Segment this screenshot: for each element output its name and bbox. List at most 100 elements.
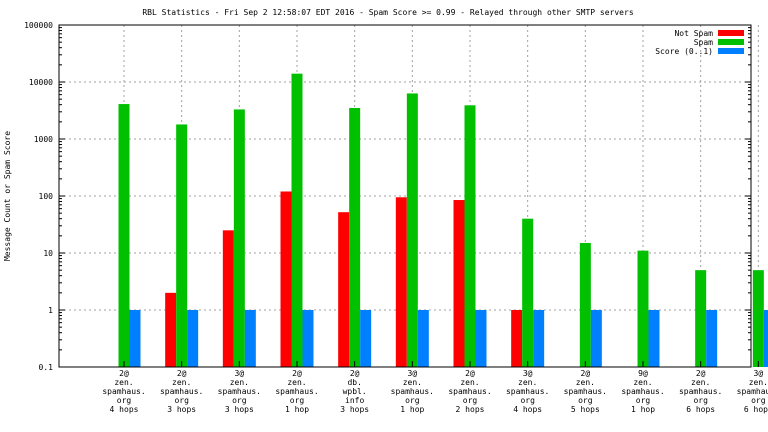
bar-1 xyxy=(637,250,649,367)
x-tick-label-line: 3 hops xyxy=(225,405,254,414)
x-tick-label-line: 4 hops xyxy=(110,405,139,414)
bar-1 xyxy=(695,270,707,367)
bar-0 xyxy=(280,191,292,367)
x-tick-label-line: spamhaus. xyxy=(391,387,434,396)
x-tick-label-line: spamhaus. xyxy=(275,387,318,396)
x-tick-label-line: zen. xyxy=(749,378,768,387)
x-tick-label-line: 9@ xyxy=(638,369,648,378)
x-tick-label-line: zen. xyxy=(460,378,479,387)
x-tick-label-line: 6 hops xyxy=(744,405,768,414)
x-tick-label-line: spamhaus. xyxy=(448,387,491,396)
legend-swatch xyxy=(718,39,744,45)
bar-2 xyxy=(360,310,372,367)
x-tick-label-line: zen. xyxy=(576,378,595,387)
x-tick-label-line: 6 hops xyxy=(686,405,715,414)
x-tick-label-line: db. xyxy=(347,378,361,387)
y-tick-label: 100000 xyxy=(24,21,53,30)
y-tick-label: 10 xyxy=(43,249,53,258)
x-tick-label-line: org xyxy=(463,396,478,405)
x-tick-label-line: zen. xyxy=(230,378,249,387)
bar-2 xyxy=(475,310,487,367)
bar-1 xyxy=(176,124,188,368)
x-tick-label-line: spamhaus. xyxy=(102,387,145,396)
x-tick-label-line: zen. xyxy=(287,378,306,387)
x-tick-label-line: 2@ xyxy=(350,369,360,378)
x-tick-label-line: zen. xyxy=(172,378,191,387)
x-tick-label-line: 4 hops xyxy=(513,405,542,414)
x-tick-label-line: spamhaus. xyxy=(679,387,722,396)
bar-2 xyxy=(533,310,545,367)
x-tick-label-line: spamhaus. xyxy=(506,387,549,396)
x-tick-label-line: info xyxy=(345,396,364,405)
x-tick-label-line: org xyxy=(751,396,766,405)
x-tick-label-line: zen. xyxy=(403,378,422,387)
x-tick-label-line: org xyxy=(405,396,420,405)
x-tick-label-line: spamhaus. xyxy=(621,387,664,396)
y-tick-label: 1000 xyxy=(34,135,53,144)
x-tick-label-line: org xyxy=(693,396,708,405)
x-tick-label: 2@ zen. spamhaus. org 3 hops xyxy=(160,369,203,414)
bar-1 xyxy=(406,93,418,367)
bar-2 xyxy=(590,310,602,367)
x-tick-label-line: 2@ xyxy=(292,369,302,378)
y-axis-label: Message Count or Spam Score xyxy=(3,131,12,261)
x-tick-label: 2@ zen. spamhaus. org 2 hops xyxy=(448,369,491,414)
x-tick-label-line: 3 hops xyxy=(340,405,369,414)
x-tick-label: 2@ zen. spamhaus. org 4 hops xyxy=(102,369,145,414)
x-tick-label-line: wpbl. xyxy=(343,387,367,396)
x-tick-label-line: 5 hops xyxy=(571,405,600,414)
x-tick-label-line: 2@ xyxy=(465,369,475,378)
x-tick-label-line: spamhaus. xyxy=(218,387,261,396)
bar-2 xyxy=(129,310,141,367)
x-tick-label-line: 1 hop xyxy=(631,405,655,414)
x-tick-label: 2@ db. wpbl. info 3 hops xyxy=(340,369,369,414)
legend-label: Spam xyxy=(694,38,713,47)
x-tick-label-line: 3@ xyxy=(408,369,418,378)
x-tick-label: 2@ zen. spamhaus. org 6 hops xyxy=(679,369,722,414)
x-tick-label: 3@ zen. spamhaus. org 1 hop xyxy=(391,369,434,414)
bars xyxy=(118,73,768,368)
x-tick-label-line: 2@ xyxy=(581,369,591,378)
bar-1 xyxy=(233,109,245,367)
bar-1 xyxy=(579,242,591,367)
bar-1 xyxy=(752,270,764,367)
bar-0 xyxy=(338,212,350,367)
x-tick-label-line: org xyxy=(636,396,651,405)
legend-label: Score (0..1) xyxy=(655,47,713,56)
x-tick-label-line: 1 hop xyxy=(285,405,309,414)
y-tick-label: 1 xyxy=(48,306,53,315)
x-tick-label-line: 1 hop xyxy=(400,405,424,414)
x-tick-label-line: 2 hops xyxy=(456,405,485,414)
bar-1 xyxy=(522,218,534,367)
x-tick-label-line: 3@ xyxy=(523,369,533,378)
y-tick-label: 0.1 xyxy=(39,363,54,372)
bar-1 xyxy=(118,104,130,367)
legend-label: Not Spam xyxy=(674,29,713,38)
bar-0 xyxy=(165,292,177,367)
bar-2 xyxy=(244,310,256,367)
x-tick-label: 2@ zen. spamhaus. org 1 hop xyxy=(275,369,318,414)
y-tick-label: 100 xyxy=(39,192,54,201)
x-tick-label-line: 3@ xyxy=(235,369,245,378)
bar-0 xyxy=(511,310,523,367)
x-tick-label-line: org xyxy=(117,396,132,405)
chart-title: RBL Statistics - Fri Sep 2 12:58:07 EDT … xyxy=(142,8,633,17)
x-tick-label-line: zen. xyxy=(691,378,710,387)
bar-1 xyxy=(291,73,303,367)
x-tick-label-line: org xyxy=(578,396,593,405)
x-tick-label-line: spamhaus. xyxy=(160,387,203,396)
x-tick-label-line: org xyxy=(520,396,535,405)
x-tick-label-line: zen. xyxy=(114,378,133,387)
legend-swatch xyxy=(718,48,744,54)
x-tick-label-line: 3@ xyxy=(754,369,764,378)
bar-2 xyxy=(763,310,768,367)
bar-2 xyxy=(302,310,314,367)
x-tick-label-line: zen. xyxy=(518,378,537,387)
bar-2 xyxy=(417,310,429,367)
bar-1 xyxy=(349,107,361,367)
y-axis-ticks: 0.1 1 10 100 1000 10000 100000 xyxy=(24,21,751,372)
